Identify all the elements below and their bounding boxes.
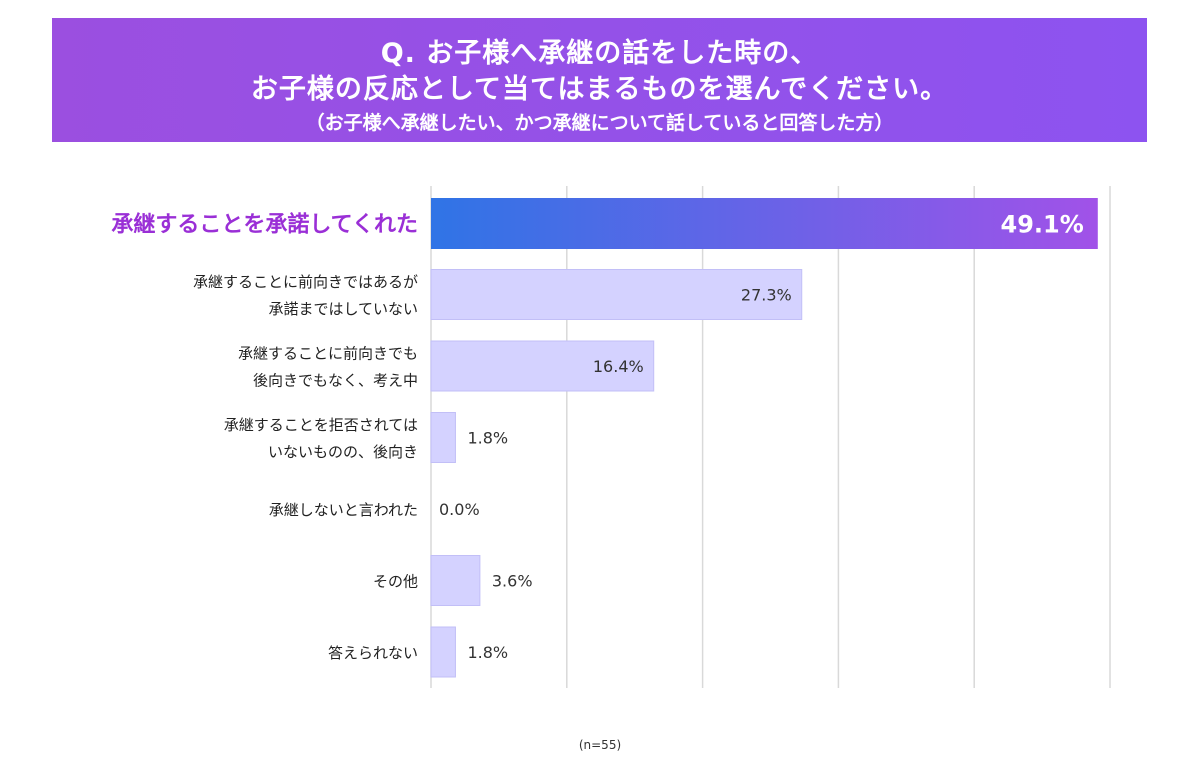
data-label: 3.6% xyxy=(492,572,533,591)
category-label: その他 xyxy=(373,573,418,591)
category-label: 承継することを拒否されては xyxy=(224,416,418,434)
category-label: 承継しないと言われた xyxy=(269,501,418,519)
question-title-line2: お子様の反応として当てはまるものを選んでください。 xyxy=(250,74,949,105)
category-label: 答えられない xyxy=(328,644,418,662)
bar xyxy=(431,198,1098,249)
data-label: 27.3% xyxy=(741,286,792,305)
question-banner: Q. お子様へ承継の話をした時の、 お子様の反応として当てはまるものを選んでくだ… xyxy=(52,18,1147,142)
data-label: 1.8% xyxy=(467,429,508,448)
category-label: 承継することに前向きではあるが xyxy=(193,273,418,291)
bar xyxy=(430,626,456,678)
category-label: 後向きでもなく、考え中 xyxy=(253,372,418,390)
sample-size-note: (n=55) xyxy=(578,738,622,752)
data-label: 0.0% xyxy=(439,500,480,519)
data-label: 49.1% xyxy=(1001,211,1084,239)
question-subtitle: （お子様へ承継したい、かつ承継について話していると回答した方） xyxy=(305,112,894,134)
bar xyxy=(430,412,456,463)
category-label: 承諾まではしていない xyxy=(268,300,418,318)
bar xyxy=(430,269,803,320)
category-label: 承継することを承諾してくれた xyxy=(111,212,418,238)
category-label: 承継することに前向きでも xyxy=(238,345,418,363)
data-label: 1.8% xyxy=(467,643,508,662)
category-label: いないものの、後向き xyxy=(268,443,418,461)
bar xyxy=(430,340,655,392)
question-title-line1: Q. お子様へ承継の話をした時の、 xyxy=(380,38,819,69)
bar xyxy=(430,555,481,606)
data-label: 16.4% xyxy=(593,357,644,376)
